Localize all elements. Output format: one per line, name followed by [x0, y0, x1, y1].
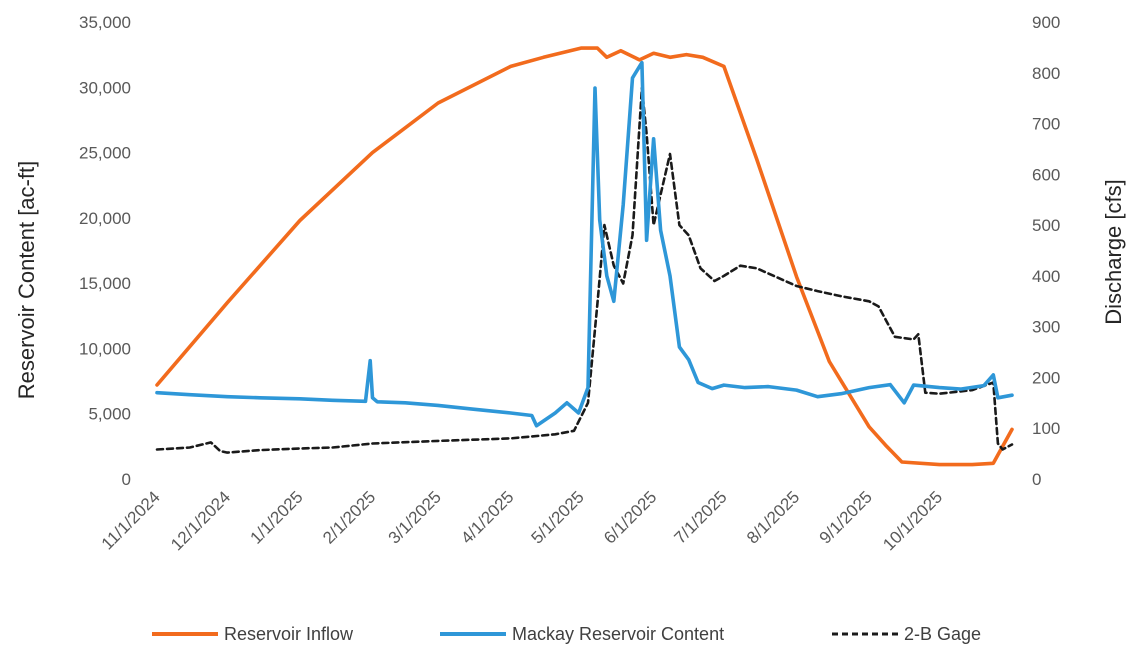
y-axis-title: Reservoir Content [ac-ft]	[14, 161, 39, 399]
series-line-mackay-reservoir-content	[155, 60, 1014, 428]
legend-item-reservoir-inflow: Reservoir Inflow	[152, 624, 354, 644]
legend-label-mackay-reservoir-content: Mackay Reservoir Content	[512, 624, 724, 644]
legend-label-2b-gage: 2-B Gage	[904, 624, 981, 644]
legend-item-2b-gage: 2-B Gage	[832, 624, 981, 644]
y-tick-label: 0	[122, 470, 131, 489]
x-tick-label: 7/1/2025	[670, 487, 730, 547]
series-line-reservoir-inflow	[155, 46, 1014, 467]
y2-tick-label: 600	[1032, 165, 1060, 184]
y2-tick-label: 700	[1032, 115, 1060, 134]
legend-label-reservoir-inflow: Reservoir Inflow	[224, 624, 354, 644]
x-tick-label: 3/1/2025	[385, 487, 445, 547]
y2-tick-label: 900	[1032, 13, 1060, 32]
x-tick-label: 6/1/2025	[600, 487, 660, 547]
y2-tick-label: 300	[1032, 318, 1060, 337]
axis-layer: 0 5,000 10,000 15,000 20,000 25,000 30,000 35,0…	[79, 13, 1060, 554]
y2-axis-title: Discharge [cfs]	[1101, 179, 1126, 325]
x-tick-label: 10/1/2025	[879, 487, 946, 554]
y2-tick-label: 200	[1032, 368, 1060, 387]
y-tick-label: 20,000	[79, 209, 131, 228]
y-tick-label: 25,000	[79, 144, 131, 163]
x-tick-label: 5/1/2025	[528, 487, 588, 547]
x-tick-label: 11/1/2024	[98, 487, 164, 553]
x-tick-label: 2/1/2025	[319, 487, 379, 547]
y2-tick-label: 800	[1032, 64, 1060, 83]
legend: Reservoir Inflow Mackay Reservoir Conten…	[152, 624, 981, 644]
y-tick-label: 30,000	[79, 78, 131, 97]
y-tick-label: 35,000	[79, 13, 131, 32]
x-tick-label: 9/1/2025	[816, 487, 876, 547]
x-tick-label: 8/1/2025	[743, 487, 803, 547]
legend-item-mackay-reservoir-content: Mackay Reservoir Content	[440, 624, 724, 644]
series-layer	[155, 46, 1014, 467]
x-tick-label: 12/1/2024	[167, 487, 234, 554]
y-tick-label: 5,000	[88, 405, 131, 424]
y2-tick-label: 100	[1032, 419, 1060, 438]
y-tick-label: 15,000	[79, 274, 131, 293]
y2-tick-label: 0	[1032, 470, 1041, 489]
y2-tick-label: 400	[1032, 267, 1060, 286]
series-line-2-b-gage	[155, 86, 1014, 454]
x-tick-label: 4/1/2025	[457, 487, 517, 547]
y2-tick-label: 500	[1032, 216, 1060, 235]
y-tick-label: 10,000	[79, 339, 131, 358]
x-tick-label: 1/1/2025	[246, 487, 306, 547]
